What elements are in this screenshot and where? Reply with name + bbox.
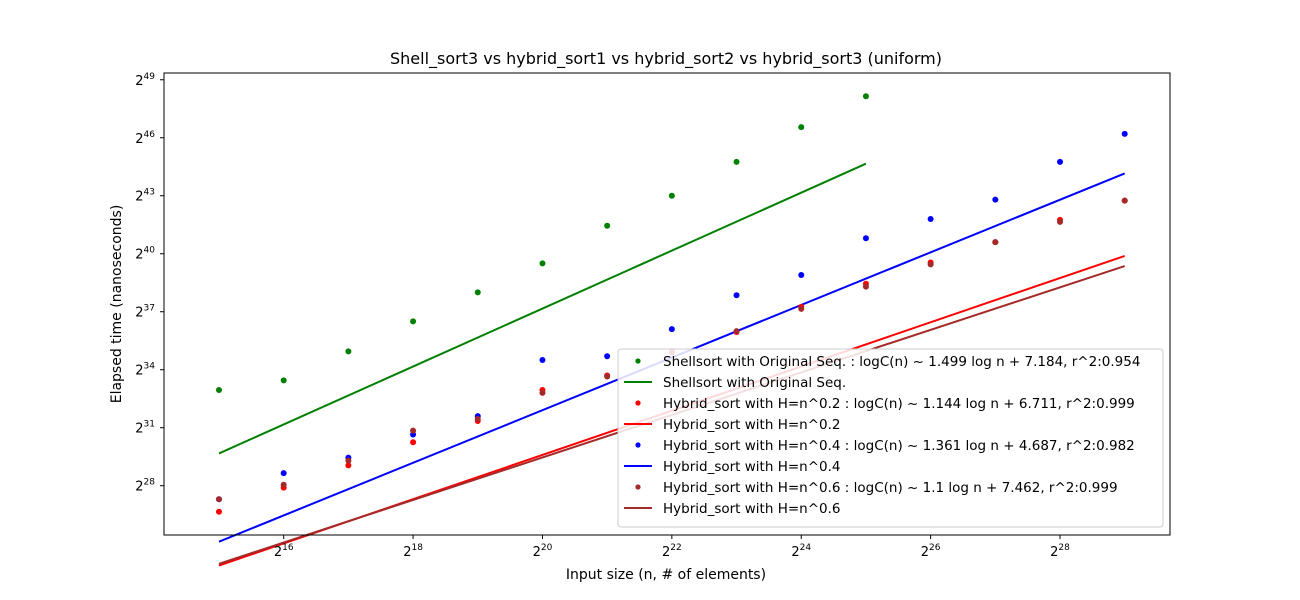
data-point	[280, 481, 287, 488]
data-point	[345, 462, 352, 469]
y-tick-label: 237	[135, 304, 155, 321]
data-point	[992, 239, 999, 246]
data-point	[927, 261, 934, 268]
data-point	[539, 357, 546, 364]
data-point	[798, 305, 805, 312]
legend-entry: Hybrid_sort with H=n^0.2 : logC(n) ~ 1.1…	[635, 396, 1135, 412]
legend-marker	[635, 400, 641, 406]
data-point	[604, 373, 611, 380]
data-point	[474, 416, 481, 423]
data-point	[215, 387, 222, 394]
data-point	[862, 93, 869, 100]
data-point	[345, 348, 352, 355]
plot-frame	[163, 72, 1171, 536]
legend-label: Hybrid_sort with H=n^0.2	[663, 417, 841, 433]
data-point	[410, 427, 417, 434]
y-tick-label: 249	[135, 72, 155, 89]
x-tick-label: 216	[274, 543, 294, 560]
y-axis-label: Elapsed time (nanoseconds)	[109, 205, 125, 404]
x-axis: 216 218 220 222 224 226 228	[274, 535, 1070, 560]
x-tick-label: 228	[1050, 543, 1070, 560]
legend-label: Shellsort with Original Seq. : logC(n) ~…	[663, 354, 1140, 370]
legend-label: Hybrid_sort with H=n^0.4	[663, 459, 841, 475]
data-point	[733, 328, 740, 335]
y-tick-label: 228	[135, 478, 155, 495]
data-point	[992, 196, 999, 203]
legend-entry: Hybrid_sort with H=n^0.6 : logC(n) ~ 1.1…	[635, 480, 1118, 496]
data-point	[927, 215, 934, 222]
data-point	[862, 283, 869, 290]
legend-entry: Hybrid_sort with H=n^0.2	[624, 417, 841, 433]
y-tick-label: 246	[135, 130, 155, 147]
legend-label: Hybrid_sort with H=n^0.6	[663, 501, 841, 517]
data-point	[668, 326, 675, 333]
x-tick-label: 220	[533, 543, 553, 560]
y-axis: 228 231 234 237 240 243 246 249	[135, 72, 164, 495]
data-point	[474, 289, 481, 296]
data-point	[410, 318, 417, 325]
legend-marker	[635, 358, 641, 364]
x-tick-label: 226	[921, 543, 941, 560]
x-axis-label: Input size (n, # of elements)	[566, 567, 766, 583]
data-point	[668, 192, 675, 199]
legend-marker	[635, 442, 641, 448]
data-point	[280, 470, 287, 477]
data-point	[733, 158, 740, 165]
data-point	[1057, 218, 1064, 225]
legend-label: Shellsort with Original Seq.	[663, 375, 846, 391]
data-point	[798, 272, 805, 279]
data-point	[1057, 158, 1064, 165]
x-tick-label: 222	[662, 543, 682, 560]
data-point	[604, 353, 611, 360]
legend-entry: Hybrid_sort with H=n^0.4 : logC(n) ~ 1.3…	[635, 438, 1135, 454]
x-tick-label: 224	[791, 543, 811, 560]
data-point	[280, 377, 287, 384]
data-point	[539, 389, 546, 396]
chart-title: Shell_sort3 vs hybrid_sort1 vs hybrid_so…	[390, 49, 942, 69]
legend-entry: Hybrid_sort with H=n^0.6	[624, 501, 841, 517]
data-point	[862, 235, 869, 242]
legend-entry: Hybrid_sort with H=n^0.4	[624, 459, 841, 475]
data-point	[410, 439, 417, 446]
data-point	[733, 292, 740, 299]
y-tick-label: 240	[135, 246, 155, 263]
y-tick-label: 231	[135, 420, 155, 437]
legend-label: Hybrid_sort with H=n^0.2 : logC(n) ~ 1.1…	[663, 396, 1135, 412]
y-tick-label: 234	[135, 362, 155, 379]
legend: Shellsort with Original Seq. : logC(n) ~…	[617, 348, 1164, 528]
series-fit-line	[218, 162, 867, 455]
legend-label: Hybrid_sort with H=n^0.4 : logC(n) ~ 1.3…	[663, 438, 1135, 454]
x-tick-label: 218	[403, 543, 423, 560]
data-point	[345, 457, 352, 464]
data-point	[215, 496, 222, 503]
legend-entry: Shellsort with Original Seq. : logC(n) ~…	[635, 354, 1140, 370]
legend-label: Hybrid_sort with H=n^0.6 : logC(n) ~ 1.1…	[663, 480, 1118, 496]
legend-box	[617, 348, 1164, 528]
data-point	[539, 260, 546, 267]
data-point	[215, 508, 222, 515]
data-point	[604, 222, 611, 229]
data-point	[1121, 197, 1128, 204]
data-point	[798, 124, 805, 131]
legend-marker	[635, 484, 641, 490]
data-point	[1121, 130, 1128, 137]
y-tick-label: 243	[135, 188, 155, 205]
legend-entry: Shellsort with Original Seq.	[624, 375, 846, 391]
